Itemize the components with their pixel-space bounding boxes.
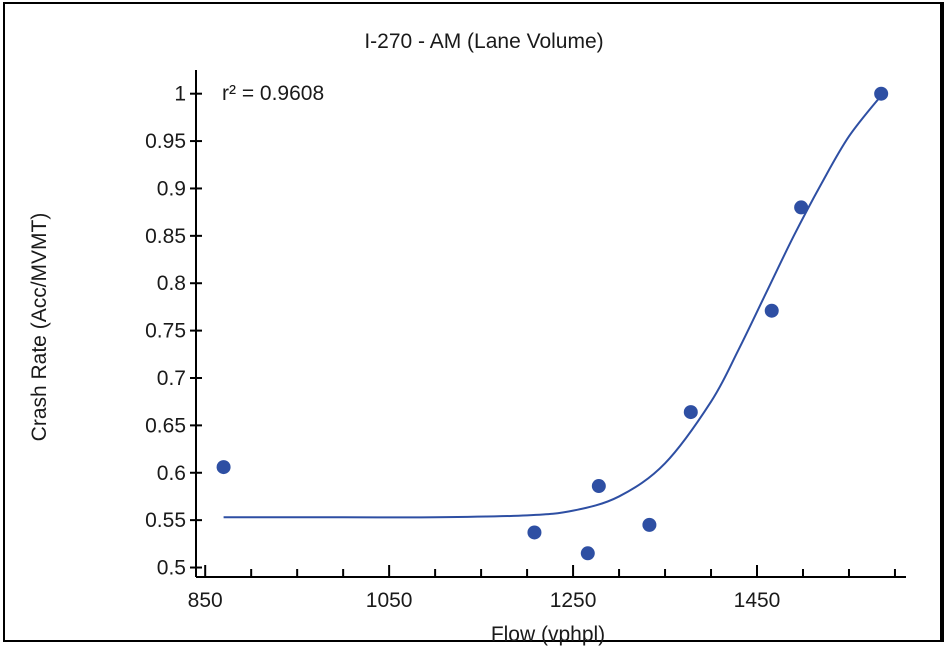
y-tick-label: 0.6 [157,462,186,485]
y-axis-title: Crash Rate (Acc/MVMT) [28,213,51,442]
x-tick-label: 1450 [734,589,781,612]
axes: 850 1050 1250 1450 0.5 0.55 0.6 0.65 0.7 0.75 0.8 0… [145,70,906,612]
y-tick-label: 0.5 [157,557,186,580]
data-point [580,546,595,561]
data-point [683,405,698,420]
y-tick-label: 0.65 [145,414,186,437]
x-tick-label: 1050 [366,589,413,612]
fit-curve-layer [223,94,882,519]
x-tick-label: 1250 [550,589,597,612]
x-axis-title: Flow (vphpl) [491,623,605,646]
y-tick-label: 0.9 [157,177,186,200]
data-point [642,517,657,532]
y-tick-label: 1 [174,83,186,106]
y-tick-label: 0.55 [145,509,186,532]
chart-frame [3,2,944,642]
y-tick-label: 0.95 [145,130,186,153]
y-tick-label: 0.85 [145,225,186,248]
data-point [527,525,542,540]
data-point [591,479,606,494]
y-tick-label: 0.75 [145,320,186,343]
r-squared-annotation: r² = 0.9608 [222,82,324,105]
data-point [874,86,889,101]
data-point [216,460,231,475]
data-point [764,303,779,318]
x-tick-label: 850 [188,589,223,612]
points-layer [216,86,889,561]
y-tick-label: 0.8 [157,272,186,295]
chart-title: I-270 - AM (Lane Volume) [364,30,603,53]
data-point [794,200,809,215]
y-tick-label: 0.7 [157,367,186,390]
fit-curve [223,94,882,519]
